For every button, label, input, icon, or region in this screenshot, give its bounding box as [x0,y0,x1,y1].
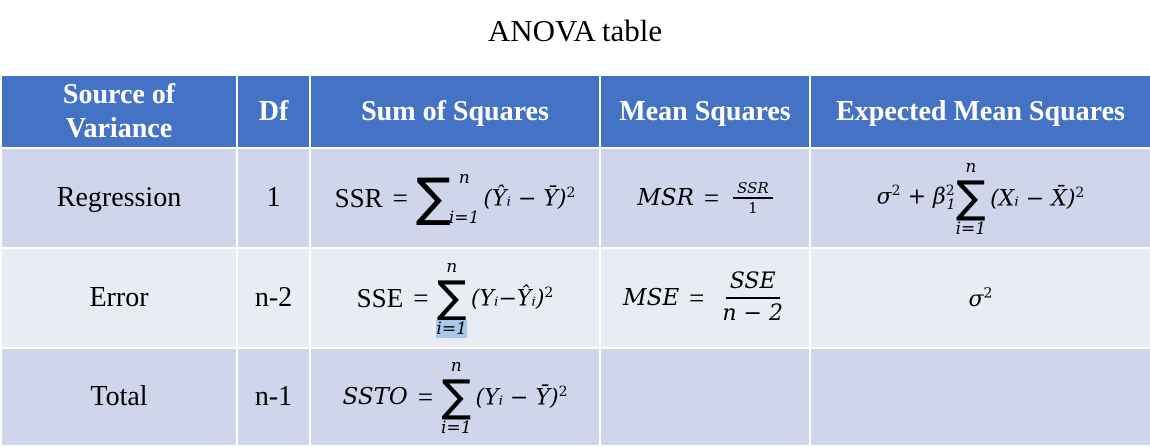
header-df: Df [236,74,311,149]
header-source: Source of Variance [0,74,238,149]
empty-cell [809,347,1150,447]
header-mean-squares: Mean Squares [599,74,811,149]
header-row: Source of Variance Df Sum of Squares Mean… [0,74,1150,149]
source-cell: Total [0,347,238,447]
ssto-formula: SSTO = n ∑ i=1 (Yᵢ − Ȳ)2 [309,347,601,447]
df-cell: 1 [236,147,311,249]
header-sum-of-squares: Sum of Squares [309,74,601,149]
summation-sign: ∑ n i=1 [415,168,480,228]
df-cell: n-1 [236,347,311,447]
summation-sign: n ∑ i=1 [436,257,467,339]
table-row-error: Error n-2 SSE = n ∑ i=1 (Yᵢ−Ŷᵢ)2 MSE = [0,247,1150,349]
ssr-formula: SSR = ∑ n i=1 (Ŷᵢ − Ȳ)2 [309,147,601,249]
table-row-total: Total n-1 SSTO = n ∑ i=1 (Yᵢ − Ȳ)2 [0,347,1150,447]
expected-mse-formula: σ2 [809,247,1150,349]
page-title: ANOVA table [487,13,663,48]
source-cell: Error [0,247,238,349]
table-row-regression: Regression 1 SSR = ∑ n i=1 (Ŷᵢ − Ȳ)2 MSR … [0,147,1150,249]
df-cell: n-2 [236,247,311,349]
sse-formula: SSE = n ∑ i=1 (Yᵢ−Ŷᵢ)2 [309,247,601,349]
mse-formula: MSE = SSE n − 2 [599,247,811,349]
expected-msr-formula: σ2 + β21 n ∑ i=1 (Xᵢ − X̄)2 [809,147,1150,249]
summation-sign: n ∑ i=1 [955,157,987,239]
anova-table: Source of Variance Df Sum of Squares Mean… [0,74,1150,447]
empty-cell [599,347,811,447]
summation-sign: n ∑ i=1 [441,356,472,438]
header-expected-mean-squares: Expected Mean Squares [809,74,1150,149]
source-cell: Regression [0,147,238,249]
msr-formula: MSR = SSR 1 [599,147,811,249]
